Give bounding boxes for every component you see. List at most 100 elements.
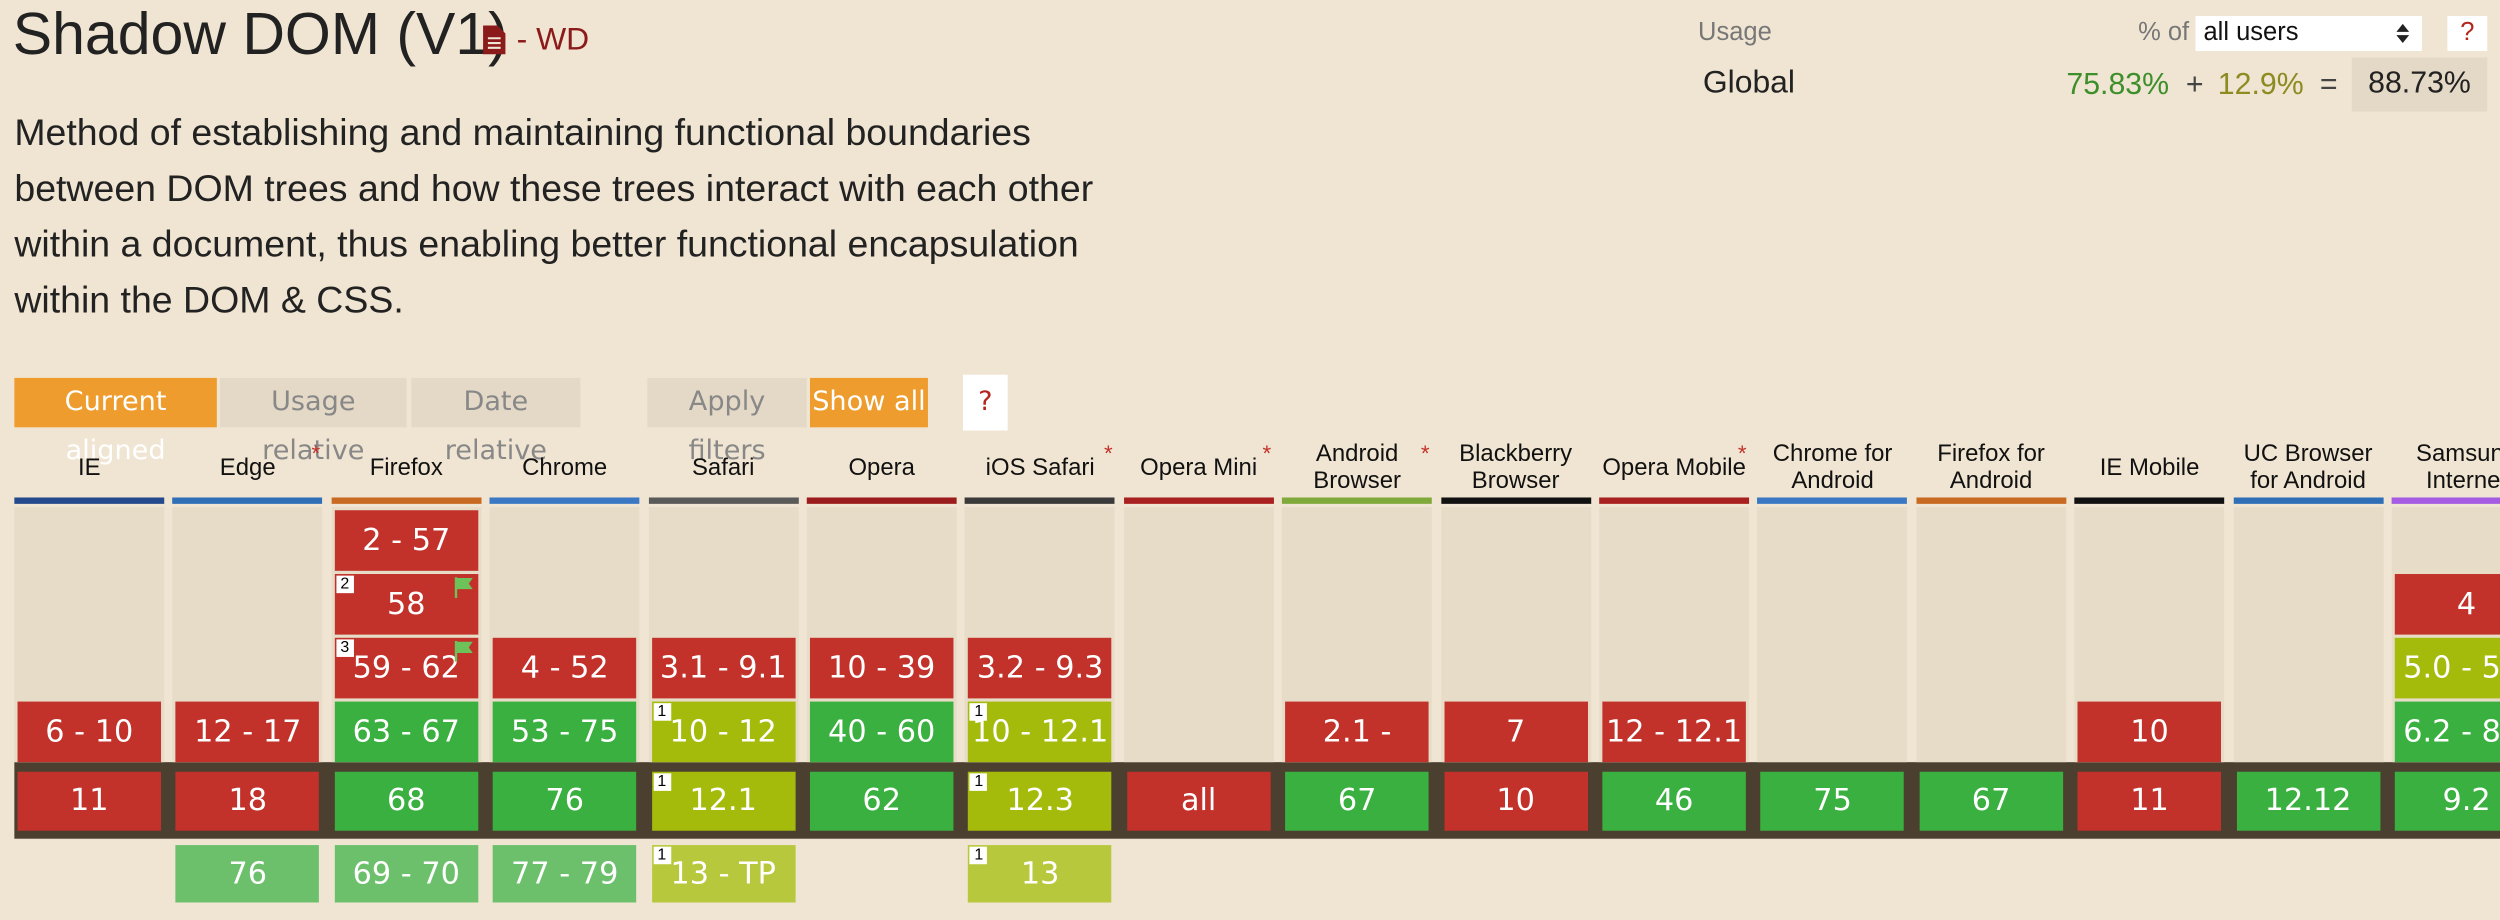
support-cell[interactable]: 4 <box>2394 574 2500 635</box>
support-cell[interactable]: 12 - 12.1 <box>1602 701 1746 763</box>
browser-name: Chrome for Android <box>1772 440 1893 495</box>
browser-underline <box>806 497 957 504</box>
version-range: 76 <box>228 856 268 892</box>
version-range: 12.1 <box>689 782 757 818</box>
support-cell[interactable]: 10 - 12 1 <box>651 701 795 763</box>
support-cell[interactable]: 68 <box>334 771 478 831</box>
browser-note-mark: * <box>311 440 321 466</box>
browser-underline <box>14 497 165 504</box>
note-number: 1 <box>970 703 988 721</box>
support-cell[interactable]: 6.2 - 8.2 <box>2394 701 2500 763</box>
support-cell[interactable]: 13 1 <box>968 845 1112 903</box>
browser-underline <box>1123 497 1274 504</box>
version-range: 4 <box>2456 586 2477 622</box>
version-range: 46 <box>1654 782 1694 818</box>
version-range: 6.2 - 8.2 <box>2403 714 2500 750</box>
support-cell[interactable]: 11 <box>17 771 162 831</box>
support-cell[interactable]: 10 - 12.1 1 <box>968 701 1112 763</box>
note-number: 1 <box>970 846 988 865</box>
filters-help[interactable]: ? <box>963 374 1008 431</box>
support-cell[interactable]: 53 - 75 <box>492 701 637 763</box>
description-line: within the DOM & CSS. <box>14 279 404 321</box>
equals-sign: = <box>2319 68 2338 103</box>
browser-name: Chrome <box>522 453 608 481</box>
note-number: 1 <box>653 846 671 865</box>
flag-icon <box>454 640 473 662</box>
note-number: 1 <box>653 773 671 791</box>
note-number: 3 <box>336 639 354 657</box>
browser-note-mark: * <box>1103 440 1113 466</box>
support-cell[interactable]: 9.2 <box>2394 771 2500 831</box>
support-cell[interactable]: 58 2 <box>334 574 478 635</box>
support-cell[interactable]: 18 <box>176 771 320 831</box>
support-cell[interactable]: 2.1 - 4.4.4 <box>1285 701 1429 810</box>
support-cell[interactable]: 5.0 - 5.4 <box>2394 637 2500 699</box>
version-range: 10 <box>1496 782 1535 818</box>
support-cell[interactable]: 75 <box>1760 771 1905 831</box>
support-cell[interactable]: all <box>1126 771 1271 831</box>
version-range: 12.12 <box>2264 782 2352 818</box>
support-cell[interactable]: 12 - 17 <box>176 701 320 763</box>
version-range: 75 <box>1813 782 1852 818</box>
support-cell[interactable]: 2 - 57 <box>334 510 478 571</box>
version-range: 63 - 67 <box>352 714 460 750</box>
version-range: 6 - 10 <box>45 714 134 750</box>
support-cell[interactable]: 76 <box>492 771 637 831</box>
version-range: 11 <box>2130 782 2169 818</box>
browser-underline <box>2074 497 2225 504</box>
support-cell[interactable]: 3.2 - 9.3 <box>968 637 1112 699</box>
spec-icon[interactable] <box>482 24 508 56</box>
version-range: 13 <box>1020 856 1060 892</box>
version-range: 5.0 - 5.4 <box>2403 650 2500 686</box>
version-range: 67 <box>1337 782 1377 818</box>
support-cell[interactable]: 6 - 10 <box>17 701 162 763</box>
support-cell[interactable]: 10 <box>2077 701 2222 763</box>
show-all-button[interactable]: Show all <box>809 377 928 428</box>
support-cell[interactable]: 76 <box>176 845 320 903</box>
browser-underline <box>1757 497 1908 504</box>
support-cell[interactable]: 4 - 52 <box>492 637 637 699</box>
support-cell[interactable]: 46 <box>1602 771 1746 831</box>
support-cell[interactable]: 40 - 60 <box>809 701 954 763</box>
support-cell[interactable]: 13 - TP 1 <box>651 845 795 903</box>
spec-status[interactable]: - WD <box>516 22 590 58</box>
feature-title: Shadow DOM (V1) <box>12 1 508 67</box>
support-cell[interactable]: 67 <box>1919 771 2063 831</box>
browser-underline <box>1440 497 1591 504</box>
support-cell[interactable]: 62 <box>809 771 954 831</box>
version-range: 9.2 <box>2442 782 2491 818</box>
support-cell[interactable]: 7 <box>1443 701 1588 763</box>
support-cell[interactable]: 69 - 70 <box>334 845 478 903</box>
support-cell[interactable]: 67 <box>1285 771 1429 831</box>
version-range: 11 <box>70 782 109 818</box>
support-cell[interactable]: 10 - 39 <box>809 637 954 699</box>
support-cell[interactable]: 63 - 67 <box>334 701 478 763</box>
apply-filters-button[interactable]: Apply filters <box>647 377 807 467</box>
scope-select[interactable]: all users <box>2195 15 2422 52</box>
browser-name: iOS Safari <box>985 453 1095 481</box>
browser-name: IE <box>77 453 101 481</box>
support-cell[interactable]: 59 - 62 3 <box>334 637 478 699</box>
usage-help[interactable]: ? <box>2447 15 2488 52</box>
filter-button[interactable]: Current aligned <box>14 377 217 467</box>
support-cell[interactable]: 10 <box>1443 771 1588 831</box>
browser-underline <box>489 497 640 504</box>
version-range: 10 - 12 <box>669 714 777 750</box>
filter-button[interactable]: Date relative <box>411 377 581 467</box>
note-number: 2 <box>336 575 354 594</box>
support-cell[interactable]: 3.1 - 9.1 <box>651 637 795 699</box>
version-range: 13 - TP <box>670 856 776 892</box>
version-range: 12 - 17 <box>194 714 302 750</box>
browser-note-mark: * <box>1737 440 1747 466</box>
browser-name: Android Browser <box>1313 440 1401 495</box>
support-cell[interactable]: 12.1 1 <box>651 771 795 831</box>
description-line: Method of establishing and maintaining f… <box>14 111 1031 154</box>
filter-button[interactable]: Usage relative <box>220 377 407 467</box>
support-cell[interactable]: 12.3 1 <box>968 771 1112 831</box>
support-cell[interactable]: 12.12 <box>2236 771 2380 831</box>
browser-underline <box>648 497 799 504</box>
support-cell[interactable]: 77 - 79 <box>492 845 637 903</box>
support-cell[interactable]: 11 <box>2077 771 2222 831</box>
usage-label: Usage <box>1698 19 1772 47</box>
